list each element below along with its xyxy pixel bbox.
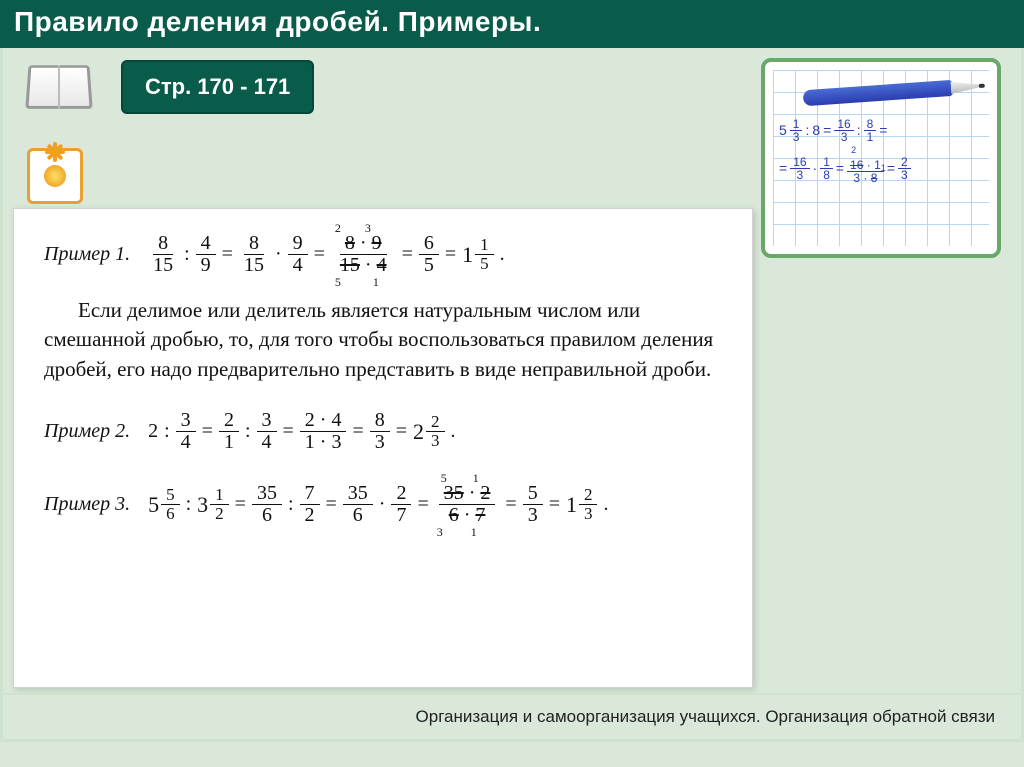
examples-panel: Пример 1. 815 : 49 = 815 · 94 = 2 3 8 · … xyxy=(13,208,753,688)
page-reference-badge: Стр. 170 - 171 xyxy=(121,60,314,114)
example-1-row: Пример 1. 815 : 49 = 815 · 94 = 2 3 8 · … xyxy=(44,233,722,276)
rule-paragraph: Если делимое или делитель является натур… xyxy=(44,296,722,384)
book-icon xyxy=(25,65,92,109)
sun-icon xyxy=(27,148,83,204)
example-3-label: Пример 3. xyxy=(44,493,130,516)
example-2-row: Пример 2. 2 : 34 = 21 : 34 = 2 · 41 · 3 … xyxy=(44,410,722,453)
notepad-math: 5 13 : 8 = 163 : 81 = = 163 · 18 = xyxy=(779,118,911,194)
footer-text: Организация и самоорганизация учащихся. … xyxy=(416,707,995,726)
notepad-panel: 5 13 : 8 = 163 : 81 = = 163 · 18 = xyxy=(761,58,1001,258)
page-reference-label: Стр. 170 - 171 xyxy=(145,74,290,99)
pen-icon xyxy=(803,78,984,107)
slide-title-bar: Правило деления дробей. Примеры. xyxy=(0,0,1024,48)
example-3-row: Пример 3. 5 56 : 3 12 = 356 : 72 = 356 ·… xyxy=(44,483,722,526)
slide-title: Правило деления дробей. Примеры. xyxy=(14,6,541,37)
slide-body: Стр. 170 - 171 5 13 : 8 = 163 xyxy=(0,48,1024,742)
example-2-label: Пример 2. xyxy=(44,420,130,443)
example-1-label: Пример 1. xyxy=(44,243,130,266)
footer-bar: Организация и самоорганизация учащихся. … xyxy=(3,693,1021,739)
